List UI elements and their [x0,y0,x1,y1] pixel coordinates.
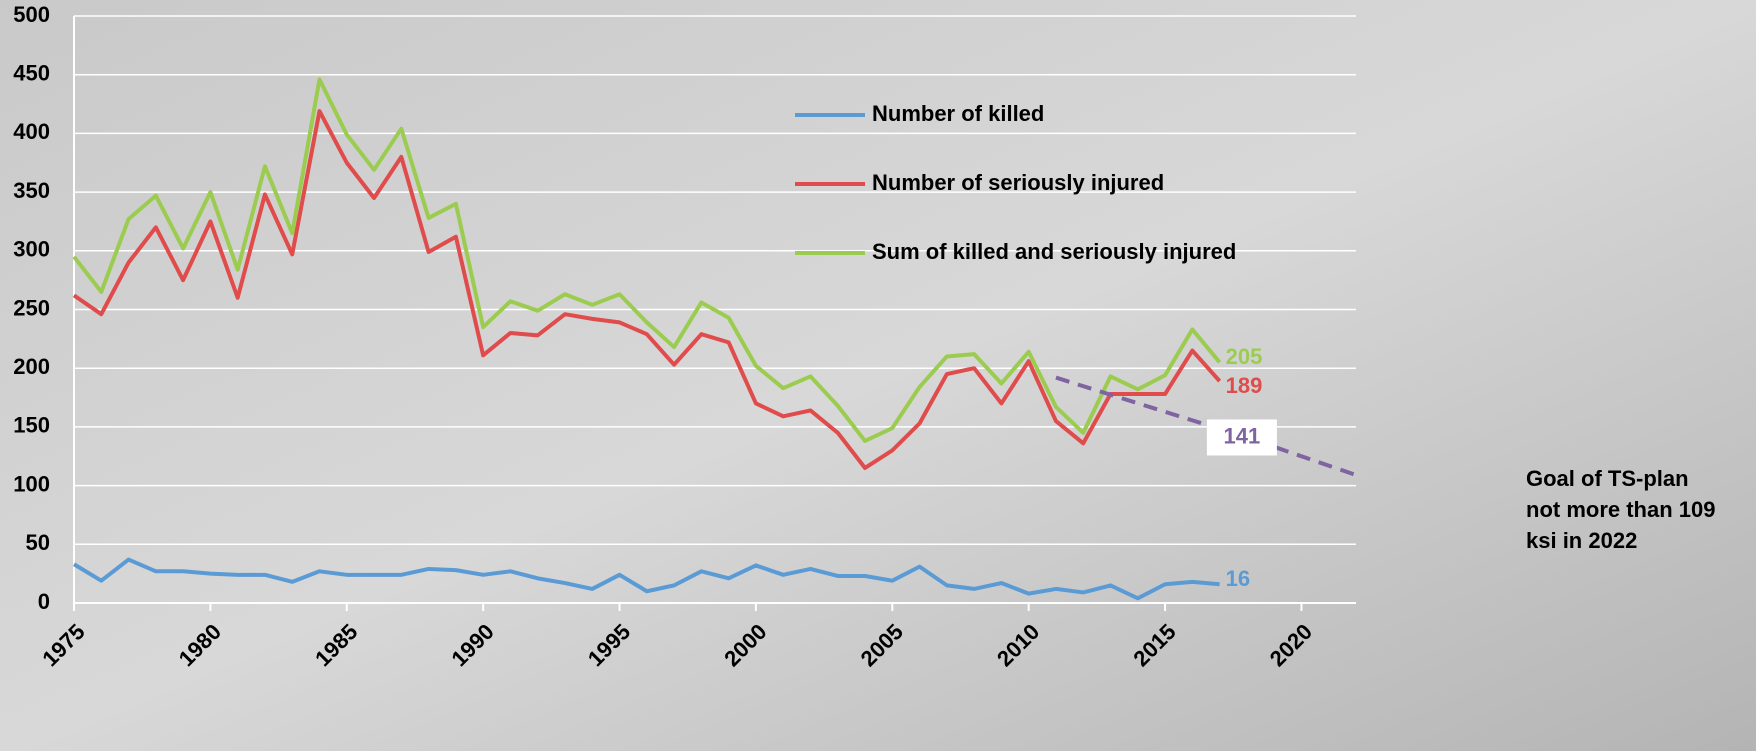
end-label: 189 [1226,373,1263,398]
annotation-line: not more than 109 [1526,497,1715,522]
y-tick-label: 100 [13,471,50,496]
y-tick-label: 300 [13,237,50,262]
end-label: 16 [1226,566,1250,591]
annotation-line: ksi in 2022 [1526,528,1637,553]
y-tick-label: 150 [13,413,50,438]
chart: Goal of TS-plan not more than 109 ksi in 2… [0,0,1756,751]
legend-label: Number of seriously injured [872,170,1164,195]
goal-label: 141 [1224,423,1261,448]
y-tick-label: 350 [13,178,50,203]
y-tick-label: 50 [26,530,50,555]
y-tick-label: 200 [13,354,50,379]
legend-label: Sum of killed and seriously injured [872,239,1236,264]
y-tick-label: 250 [13,295,50,320]
end-label: 205 [1226,344,1263,369]
y-tick-label: 450 [13,61,50,86]
y-tick-label: 500 [13,2,50,27]
legend-label: Number of killed [872,101,1044,126]
annotation-line: Goal of TS-plan [1526,466,1689,491]
y-tick-label: 0 [38,589,50,614]
y-tick-label: 400 [13,119,50,144]
